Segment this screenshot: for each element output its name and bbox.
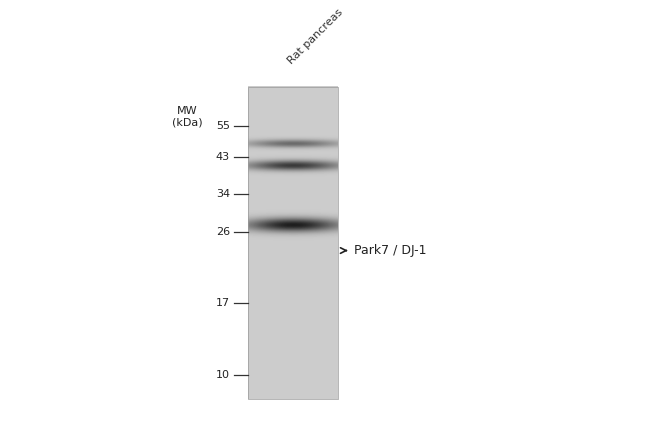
- Text: 43: 43: [216, 151, 230, 162]
- Text: Rat pancreas: Rat pancreas: [286, 8, 344, 66]
- Text: 34: 34: [216, 189, 230, 199]
- Text: Park7 / DJ-1: Park7 / DJ-1: [354, 244, 426, 257]
- Text: 26: 26: [216, 227, 230, 237]
- Text: 17: 17: [216, 298, 230, 308]
- Text: MW
(kDa): MW (kDa): [172, 106, 202, 127]
- Bar: [248, 87, 338, 399]
- Text: 10: 10: [216, 370, 230, 380]
- Text: 55: 55: [216, 122, 230, 132]
